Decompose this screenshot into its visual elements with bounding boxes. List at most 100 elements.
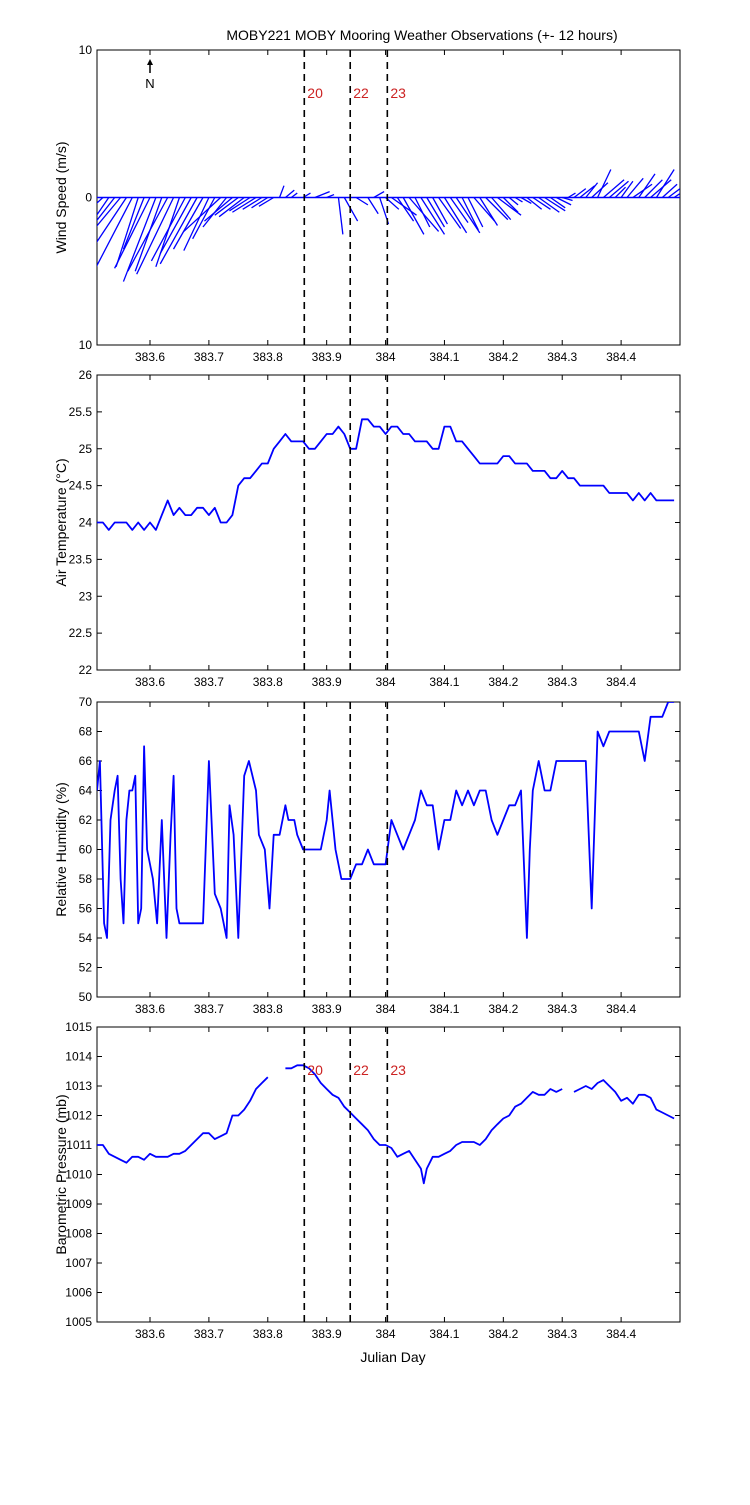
pressure-ytick-label: 1013 [65, 1079, 92, 1093]
wind-vector [426, 197, 446, 228]
panels: 10 0 10 383.6 383.7 383.8 383.9 384 384.1 384.2 38… [53, 43, 681, 1341]
humidity-xtick-label: 384 [376, 1002, 396, 1016]
north-label: N [145, 76, 154, 91]
wind-vector [526, 196, 543, 210]
wind-vector [136, 197, 175, 275]
airtemp-ytick-label: 26 [79, 368, 93, 382]
airtemp-series-line [97, 418, 675, 531]
wind-vector [432, 197, 448, 225]
wind-panel: 10 0 10 383.6 383.7 383.8 383.9 384 384.1 384.2 38… [53, 43, 681, 364]
wind-vector [614, 186, 627, 198]
wind-ytick-label: 0 [85, 191, 92, 205]
wind-vector [97, 197, 116, 222]
pressure-xtick-label: 383.9 [312, 1327, 342, 1341]
wind-vector [497, 196, 522, 216]
wind-vector [172, 197, 204, 250]
wind-xtick-label: 383.8 [253, 350, 283, 364]
wind-vector [278, 185, 285, 198]
wind-ylabel: Wind Speed (m/s) [53, 141, 69, 253]
pressure-ylabel: Barometric Pressure (mb) [53, 1094, 69, 1254]
wind-vector [596, 169, 612, 198]
wind-vector [514, 196, 523, 203]
wind-vector [150, 197, 186, 262]
wind-vector [218, 196, 245, 218]
humidity-xtick-label: 384.3 [547, 1002, 577, 1016]
wind-vector [367, 197, 379, 215]
wind-vector [673, 192, 680, 199]
wind-ytick-label: 10 [79, 338, 93, 352]
humidity-ytick-label: 60 [79, 843, 93, 857]
wind-vector [337, 197, 344, 235]
pressure-ytick-label: 1010 [65, 1168, 92, 1182]
pressure-ytick-label: 1015 [65, 1020, 92, 1034]
airtemp-xtick-label: 383.6 [135, 675, 165, 689]
humidity-panel: 50 52 54 56 58 60 62 64 66 68 70 383.6 383.7 383.8 383… [53, 695, 681, 1016]
wind-xtick-label: 384.3 [547, 350, 577, 364]
pressure-ytick-label: 1012 [65, 1109, 92, 1123]
pressure-event-label: 23 [390, 1062, 406, 1078]
pressure-ytick-label: 1009 [65, 1197, 92, 1211]
wind-vector [449, 197, 469, 223]
wind-vector [579, 185, 596, 199]
wind-vector [438, 197, 462, 229]
wind-vector [204, 197, 233, 222]
humidity-ytick-label: 66 [79, 754, 93, 768]
wind-vector [373, 191, 385, 199]
humidity-ytick-label: 56 [79, 902, 93, 916]
wind-vector [491, 197, 512, 221]
pressure-series-line [285, 1064, 563, 1185]
pressure-xtick-label: 384.4 [606, 1327, 636, 1341]
wind-xtick-label: 383.7 [194, 350, 224, 364]
wind-vector [229, 196, 251, 212]
pressure-axes-frame [96, 1026, 681, 1323]
wind-xtick-label: 384.4 [606, 350, 636, 364]
wind-vector [626, 177, 644, 198]
airtemp-xtick-label: 384.2 [488, 675, 518, 689]
wind-vector [556, 196, 572, 206]
wind-vector [585, 182, 599, 198]
humidity-axes-frame [96, 701, 681, 998]
wind-vector [159, 197, 192, 254]
wind-xtick-label: 383.6 [135, 350, 165, 364]
wind-vector [97, 197, 98, 199]
wind-vector [650, 179, 672, 198]
wind-vector [251, 196, 269, 209]
airtemp-ytick-label: 23 [79, 589, 93, 603]
humidity-xtick-label: 383.7 [194, 1002, 224, 1016]
pressure-xtick-label: 384.2 [488, 1327, 518, 1341]
pressure-series-line [573, 1079, 675, 1120]
pressure-xtick-label: 384.3 [547, 1327, 577, 1341]
wind-vector [479, 197, 499, 226]
wind-vector [532, 196, 551, 210]
wind-vector [326, 193, 335, 199]
airtemp-xtick-label: 384 [376, 675, 396, 689]
humidity-ylabel: Relative Humidity (%) [53, 782, 69, 917]
pressure-ytick-label: 1006 [65, 1286, 92, 1300]
wind-vector [97, 197, 127, 243]
wind-vector [562, 196, 573, 202]
wind-event-label: 20 [307, 85, 323, 101]
humidity-plot-area [97, 702, 675, 939]
north-arrow-head [147, 59, 153, 65]
wind-vector [443, 197, 468, 234]
wind-vector [455, 197, 481, 234]
wind-vector [115, 197, 139, 268]
humidity-ytick-label: 70 [79, 695, 93, 709]
wind-vector [242, 196, 263, 210]
wind-vector [122, 197, 145, 250]
wind-vector [402, 197, 425, 235]
airtemp-xtick-label: 383.8 [253, 675, 283, 689]
pressure-series-line [97, 1076, 269, 1164]
wind-vector [97, 197, 110, 216]
humidity-xtick-label: 383.9 [312, 1002, 342, 1016]
wind-vector [632, 183, 653, 199]
airtemp-ytick-label: 25 [79, 442, 93, 456]
wind-vector [232, 196, 257, 213]
wind-vector [114, 197, 151, 269]
pressure-event-label: 20 [307, 1062, 323, 1078]
wind-vector [508, 197, 519, 206]
wind-vector [567, 192, 576, 199]
wind-vector [183, 197, 222, 232]
